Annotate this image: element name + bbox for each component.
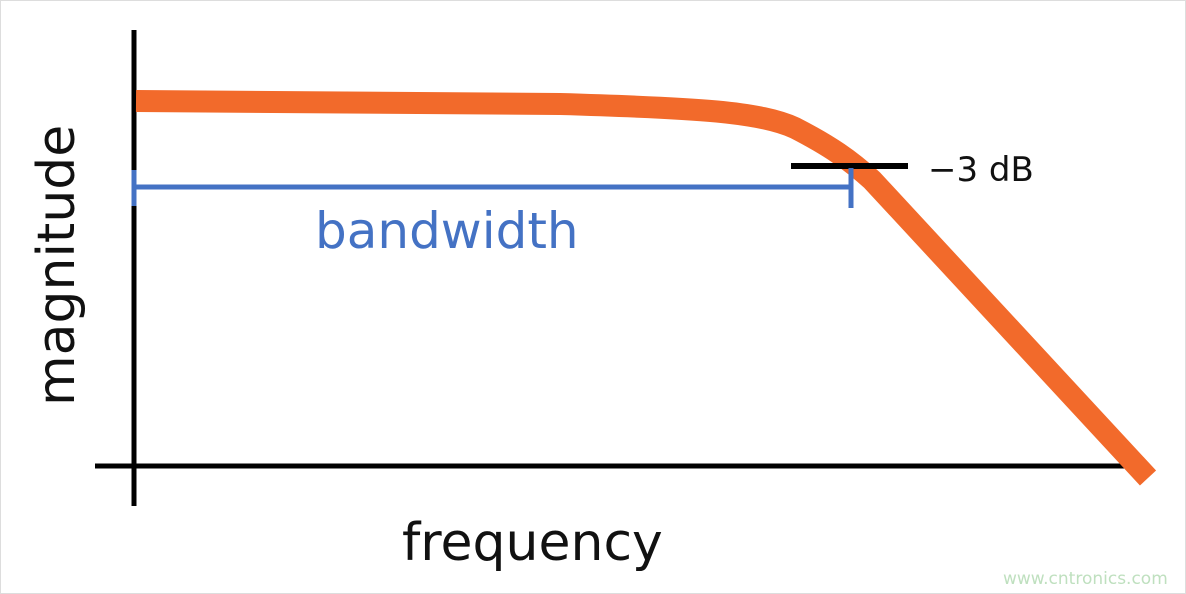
watermark: www.cntronics.com <box>1003 569 1168 589</box>
cutoff-label: −3 dB <box>928 150 1034 190</box>
y-axis-label: magnitude <box>27 125 87 406</box>
bandwidth-bracket <box>131 168 854 208</box>
x-axis-label: frequency <box>402 513 663 573</box>
bandwidth-label: bandwidth <box>315 202 579 260</box>
frequency-response-curve <box>135 90 1157 486</box>
